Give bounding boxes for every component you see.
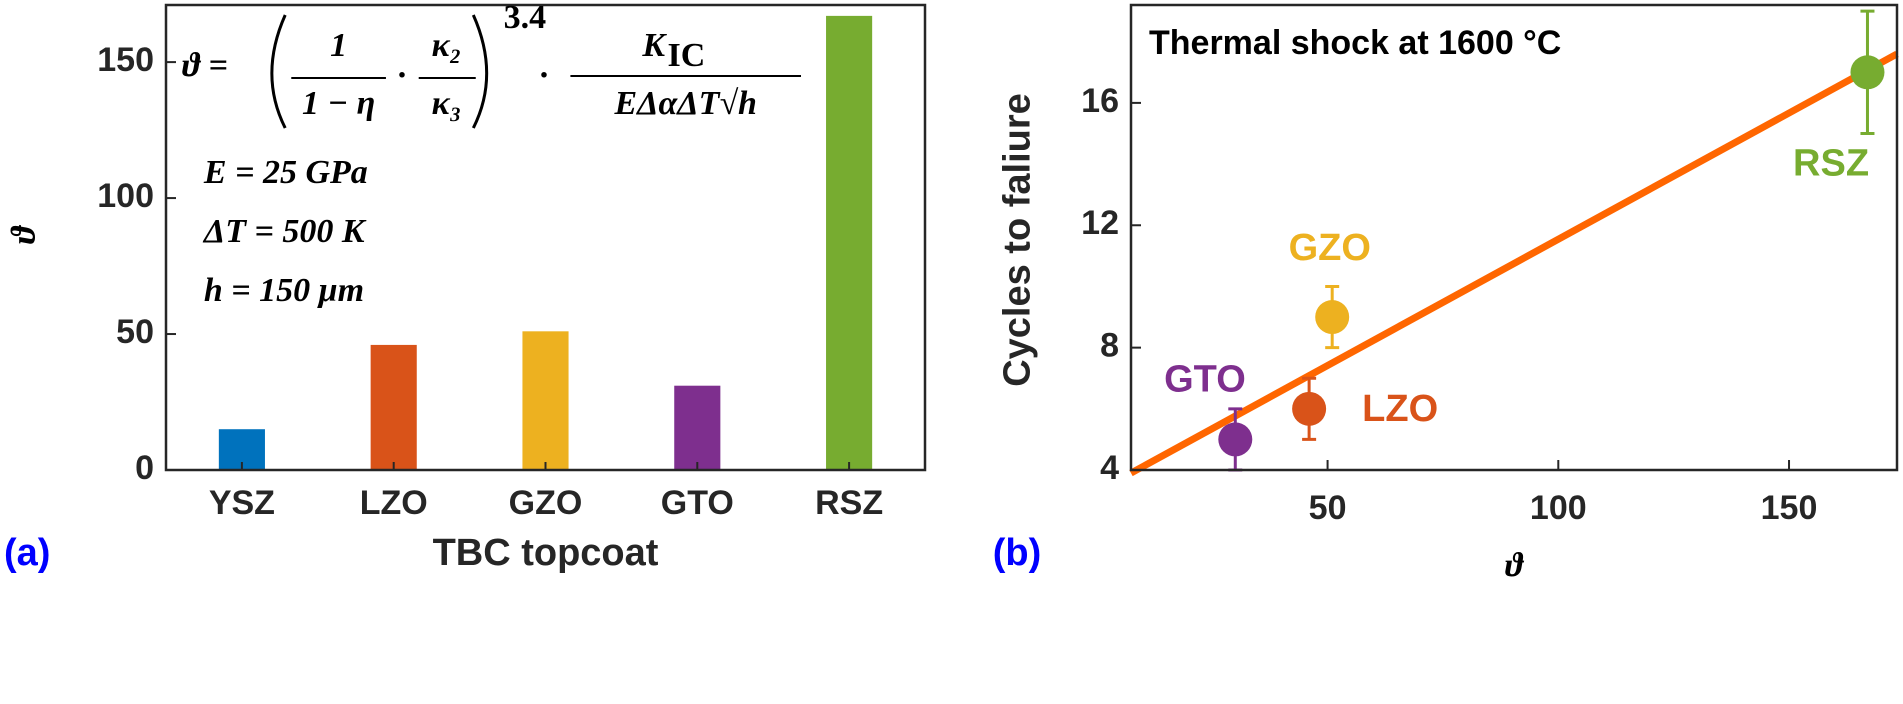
parenthesis	[471, 14, 489, 129]
y-tick-label: 0	[135, 449, 154, 487]
y-axis-label: ϑ	[5, 224, 42, 244]
formula-part: ·	[539, 57, 548, 94]
x-axis-label: ϑ	[1505, 547, 1525, 584]
x-tick-label: RSZ	[815, 484, 883, 522]
axes-frame	[164, 3, 927, 472]
panel-label: (a)	[4, 532, 50, 574]
point-label: GTO	[1164, 358, 1246, 400]
parenthesis	[270, 14, 287, 129]
x-tick-label: GZO	[509, 484, 583, 522]
point	[1850, 55, 1885, 90]
bar	[370, 344, 417, 470]
point-label: LZO	[1362, 388, 1438, 430]
formula-part: 1	[330, 27, 347, 64]
formula-part: E = 25 GPa	[203, 154, 368, 191]
formula-part: IC	[668, 37, 706, 74]
y-tick-label: 4	[1100, 449, 1119, 487]
x-tick-label: GTO	[661, 484, 734, 522]
x-tick-label: 50	[1309, 489, 1347, 527]
y-tick-label: 8	[1100, 327, 1119, 365]
y-tick-label: 100	[97, 177, 154, 215]
x-tick-label: 100	[1530, 489, 1587, 527]
point-label: GZO	[1289, 227, 1371, 269]
x-tick-label: 150	[1761, 489, 1818, 527]
point	[1315, 300, 1350, 335]
fit-line	[1129, 50, 1899, 477]
bar	[826, 15, 873, 470]
y-tick-label: 12	[1081, 204, 1119, 242]
formula-part: EΔαΔT√h	[613, 85, 756, 122]
point	[1292, 391, 1327, 426]
axes-frame	[1129, 3, 1899, 472]
x-axis-label: TBC topcoat	[433, 532, 659, 574]
x-tick-label: LZO	[360, 484, 428, 522]
formula-part: 1 − η	[302, 85, 375, 122]
bar	[522, 331, 569, 470]
point	[1218, 422, 1253, 457]
y-axis-label: Cycles to faliure	[996, 93, 1038, 387]
bar	[674, 385, 721, 470]
y-tick-label: 150	[97, 41, 154, 79]
formula-part: h = 150 μm	[204, 272, 364, 309]
formula-part: 3.4	[504, 0, 547, 36]
formula-part: ΔT = 500 K	[202, 213, 367, 250]
y-tick-label: 16	[1081, 82, 1119, 120]
formula-part: ·	[397, 57, 406, 94]
formula-part: K	[641, 27, 667, 64]
chart-title: Thermal shock at 1600 °C	[1149, 24, 1561, 62]
formula-part: ϑ =	[182, 47, 228, 84]
formula-part: κ₃	[432, 85, 462, 122]
y-tick-label: 50	[116, 313, 154, 351]
point-label: RSZ	[1793, 142, 1869, 184]
panel-label: (b)	[993, 532, 1042, 574]
formula-part: κ₂	[432, 27, 462, 64]
x-tick-label: YSZ	[209, 484, 275, 522]
